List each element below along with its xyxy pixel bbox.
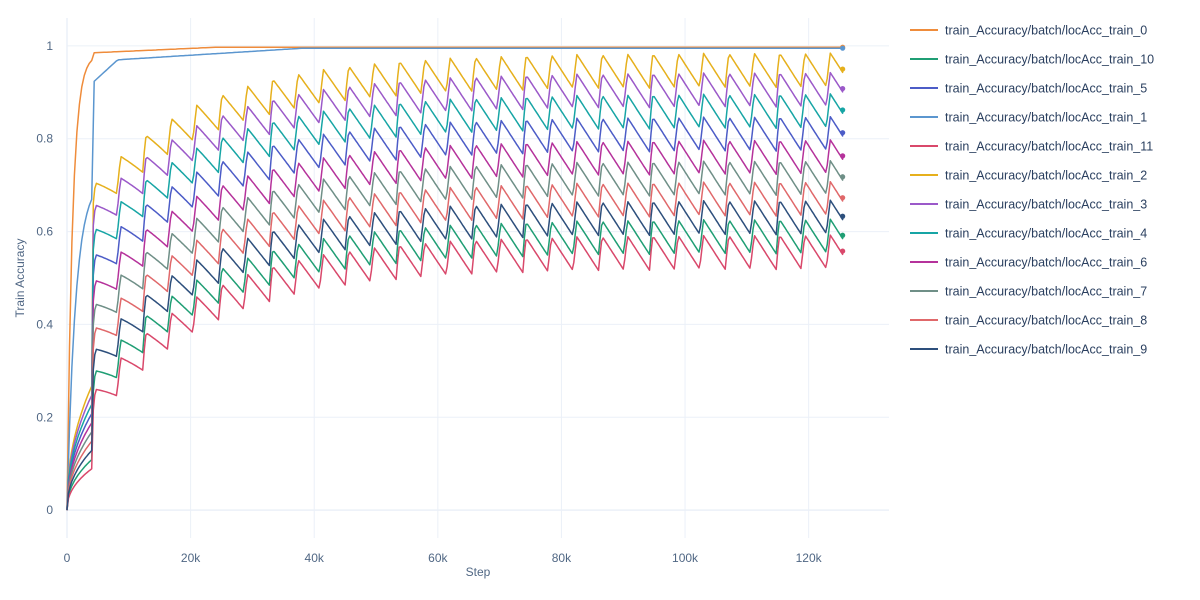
series-line	[66, 115, 844, 511]
grid-lines	[66, 18, 889, 538]
legend-label: train_Accuracy/batch/locAcc_train_11	[945, 140, 1153, 154]
legend-item[interactable]: train_Accuracy/batch/locAcc_train_3	[910, 198, 1147, 212]
legend-item[interactable]: train_Accuracy/batch/locAcc_train_6	[910, 256, 1147, 270]
series-end-marker	[840, 195, 846, 201]
axes: 0 0.2 0.4 0.6 0.8 1 0 20k 40k 60k 80k 100k 120k	[36, 39, 822, 565]
legend-item[interactable]: train_Accuracy/batch/locAcc_train_9	[910, 343, 1147, 357]
series-line	[66, 218, 844, 511]
series-end-marker	[840, 232, 846, 238]
legend-label: train_Accuracy/batch/locAcc_train_6	[945, 256, 1147, 270]
y-tick-label: 0	[46, 503, 53, 517]
y-tick-label: 0.8	[36, 132, 53, 146]
series-line	[66, 47, 841, 511]
legend-item[interactable]: train_Accuracy/batch/locAcc_train_5	[910, 82, 1147, 96]
series-lines	[66, 44, 846, 511]
legend-label: train_Accuracy/batch/locAcc_train_0	[945, 24, 1147, 38]
y-tick-label: 1	[46, 39, 53, 53]
series-line	[66, 199, 844, 511]
legend-item[interactable]: train_Accuracy/batch/locAcc_train_8	[910, 314, 1147, 328]
series-line	[66, 52, 844, 511]
series-line	[66, 160, 844, 511]
x-axis-title: Step	[466, 565, 491, 579]
series-end-marker	[840, 45, 846, 51]
series-end-marker	[840, 174, 846, 180]
legend-item[interactable]: train_Accuracy/batch/locAcc_train_10	[910, 53, 1154, 67]
legend-item[interactable]: train_Accuracy/batch/locAcc_train_2	[910, 169, 1147, 183]
legend-label: train_Accuracy/batch/locAcc_train_2	[945, 169, 1147, 183]
series-line	[66, 46, 841, 511]
x-tick-label: 40k	[305, 551, 325, 565]
x-tick-label: 60k	[428, 551, 448, 565]
series-line	[66, 71, 844, 511]
x-tick-label: 100k	[672, 551, 699, 565]
legend-label: train_Accuracy/batch/locAcc_train_7	[945, 285, 1147, 299]
y-tick-label: 0.2	[36, 410, 53, 424]
legend-item[interactable]: train_Accuracy/batch/locAcc_train_0	[910, 24, 1147, 38]
legend-label: train_Accuracy/batch/locAcc_train_1	[945, 111, 1147, 125]
legend-label: train_Accuracy/batch/locAcc_train_8	[945, 314, 1147, 328]
x-tick-label: 80k	[552, 551, 572, 565]
legend-label: train_Accuracy/batch/locAcc_train_5	[945, 82, 1147, 96]
legend-item[interactable]: train_Accuracy/batch/locAcc_train_7	[910, 285, 1147, 299]
legend-item[interactable]: train_Accuracy/batch/locAcc_train_4	[910, 227, 1147, 241]
series-line	[66, 93, 844, 511]
x-tick-label: 20k	[181, 551, 201, 565]
y-tick-label: 0.6	[36, 225, 53, 239]
x-tick-label: 0	[64, 551, 71, 565]
y-axis-title: Train Accuracy	[13, 239, 27, 318]
legend-item[interactable]: train_Accuracy/batch/locAcc_train_1	[910, 111, 1147, 125]
series-line	[66, 234, 844, 511]
series-line	[66, 180, 844, 511]
legend-label: train_Accuracy/batch/locAcc_train_10	[945, 53, 1154, 67]
series-end-marker	[840, 153, 846, 159]
series-line	[66, 139, 844, 511]
legend-item[interactable]: train_Accuracy/batch/locAcc_train_11	[910, 140, 1153, 154]
series-end-marker	[840, 85, 846, 92]
legend-label: train_Accuracy/batch/locAcc_train_9	[945, 343, 1147, 357]
legend-label: train_Accuracy/batch/locAcc_train_3	[945, 198, 1147, 212]
y-tick-label: 0.4	[36, 317, 53, 331]
series-end-marker	[840, 213, 846, 219]
legend-label: train_Accuracy/batch/locAcc_train_4	[945, 227, 1147, 241]
x-tick-label: 120k	[796, 551, 823, 565]
series-end-marker	[840, 130, 846, 136]
legend[interactable]: train_Accuracy/batch/locAcc_train_0train…	[910, 24, 1154, 357]
series-end-marker	[840, 107, 846, 113]
series-end-marker	[840, 66, 846, 72]
series-end-marker	[840, 248, 846, 254]
